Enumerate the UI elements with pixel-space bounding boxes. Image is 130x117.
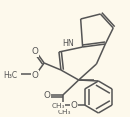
Text: O: O: [70, 102, 77, 110]
Text: O: O: [32, 71, 39, 79]
Text: O: O: [32, 48, 39, 57]
Text: O: O: [44, 91, 51, 101]
Text: HN: HN: [62, 38, 74, 48]
Text: H₃C: H₃C: [3, 71, 18, 79]
Text: CH₃: CH₃: [57, 109, 71, 115]
Text: CH₃: CH₃: [51, 103, 65, 109]
